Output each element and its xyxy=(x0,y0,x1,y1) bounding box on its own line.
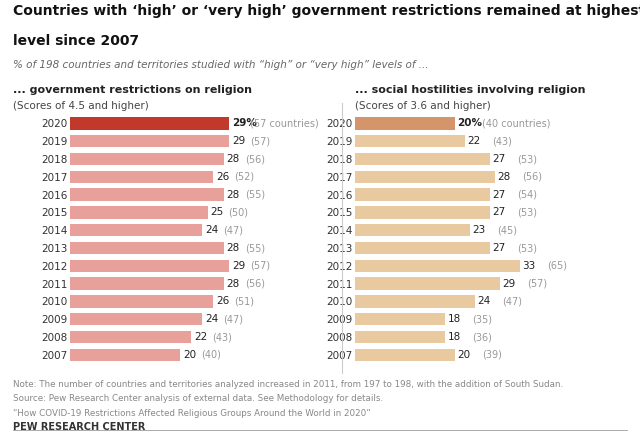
Bar xyxy=(70,278,224,290)
Text: (43): (43) xyxy=(212,332,232,342)
Text: (57 countries): (57 countries) xyxy=(250,118,319,128)
Bar xyxy=(70,313,202,325)
Text: 28: 28 xyxy=(227,243,240,253)
Text: (40 countries): (40 countries) xyxy=(483,118,551,128)
Text: 28: 28 xyxy=(497,172,511,182)
Text: (57): (57) xyxy=(527,278,548,289)
Bar xyxy=(70,171,213,183)
Text: 27: 27 xyxy=(493,243,506,253)
Text: 25: 25 xyxy=(211,207,223,217)
Bar xyxy=(355,242,490,254)
Text: 23: 23 xyxy=(472,225,486,235)
Text: (53): (53) xyxy=(518,207,538,217)
Text: (Scores of 4.5 and higher): (Scores of 4.5 and higher) xyxy=(13,101,148,110)
Text: (43): (43) xyxy=(493,136,513,146)
Bar xyxy=(355,153,490,165)
Bar xyxy=(355,331,445,343)
Text: (45): (45) xyxy=(497,225,518,235)
Bar xyxy=(355,313,445,325)
Text: Countries with ‘high’ or ‘very high’ government restrictions remained at highest: Countries with ‘high’ or ‘very high’ gov… xyxy=(13,4,640,18)
Bar xyxy=(70,224,202,236)
Text: 22: 22 xyxy=(194,332,207,342)
Text: (47): (47) xyxy=(223,314,243,324)
Bar xyxy=(70,295,213,308)
Text: 20: 20 xyxy=(458,350,470,360)
Text: (56): (56) xyxy=(522,172,543,182)
Text: (55): (55) xyxy=(245,190,265,200)
Text: 24: 24 xyxy=(477,296,491,307)
Bar xyxy=(70,206,207,219)
Bar xyxy=(355,349,455,361)
Text: 29: 29 xyxy=(232,261,246,271)
Text: Note: The number of countries and territories analyzed increased in 2011, from 1: Note: The number of countries and territ… xyxy=(13,380,563,389)
Text: 20%: 20% xyxy=(458,118,483,128)
Bar xyxy=(355,206,490,219)
Bar xyxy=(70,189,224,201)
Text: 28: 28 xyxy=(227,154,240,164)
Bar xyxy=(70,242,224,254)
Text: “How COVID-19 Restrictions Affected Religious Groups Around the World in 2020”: “How COVID-19 Restrictions Affected Reli… xyxy=(13,409,371,417)
Text: ... social hostilities involving religion: ... social hostilities involving religio… xyxy=(355,85,586,95)
Text: 27: 27 xyxy=(493,190,506,200)
Text: 29: 29 xyxy=(502,278,516,289)
Bar xyxy=(355,189,490,201)
Bar xyxy=(70,153,224,165)
Text: 18: 18 xyxy=(447,332,461,342)
Bar xyxy=(70,260,230,272)
Text: 26: 26 xyxy=(216,296,229,307)
Text: % of 198 countries and territories studied with “high” or “very high” levels of : % of 198 countries and territories studi… xyxy=(13,60,428,70)
Text: (56): (56) xyxy=(245,278,265,289)
Bar xyxy=(355,171,495,183)
Bar xyxy=(70,117,230,130)
Text: (39): (39) xyxy=(483,350,502,360)
Bar xyxy=(355,278,500,290)
Text: 24: 24 xyxy=(205,314,218,324)
Text: 18: 18 xyxy=(447,314,461,324)
Text: (51): (51) xyxy=(234,296,254,307)
Bar xyxy=(70,349,180,361)
Text: 26: 26 xyxy=(216,172,229,182)
Text: 22: 22 xyxy=(468,136,481,146)
Text: (53): (53) xyxy=(518,243,538,253)
Text: 29: 29 xyxy=(232,136,246,146)
Text: 20: 20 xyxy=(183,350,196,360)
Text: level since 2007: level since 2007 xyxy=(13,34,139,47)
Text: 28: 28 xyxy=(227,190,240,200)
Text: (50): (50) xyxy=(228,207,248,217)
Text: (40): (40) xyxy=(201,350,221,360)
Text: 27: 27 xyxy=(493,207,506,217)
Text: (54): (54) xyxy=(518,190,538,200)
Text: (35): (35) xyxy=(472,314,493,324)
Text: (47): (47) xyxy=(502,296,522,307)
Text: 24: 24 xyxy=(205,225,218,235)
Text: (55): (55) xyxy=(245,243,265,253)
Bar xyxy=(355,295,475,308)
Text: PEW RESEARCH CENTER: PEW RESEARCH CENTER xyxy=(13,422,145,432)
Bar xyxy=(70,331,191,343)
Text: 33: 33 xyxy=(522,261,536,271)
Text: (65): (65) xyxy=(547,261,568,271)
Text: (36): (36) xyxy=(472,332,492,342)
Bar xyxy=(355,135,465,148)
Text: ... government restrictions on religion: ... government restrictions on religion xyxy=(13,85,252,95)
Bar xyxy=(355,117,455,130)
Text: (53): (53) xyxy=(518,154,538,164)
Text: 29%: 29% xyxy=(232,118,257,128)
Text: Source: Pew Research Center analysis of external data. See Methodology for detai: Source: Pew Research Center analysis of … xyxy=(13,394,383,403)
Bar xyxy=(70,135,230,148)
Text: (57): (57) xyxy=(250,136,271,146)
Text: 28: 28 xyxy=(227,278,240,289)
Text: (Scores of 3.6 and higher): (Scores of 3.6 and higher) xyxy=(355,101,491,110)
Text: (47): (47) xyxy=(223,225,243,235)
Text: (57): (57) xyxy=(250,261,271,271)
Text: 27: 27 xyxy=(493,154,506,164)
Bar xyxy=(355,260,520,272)
Text: (52): (52) xyxy=(234,172,254,182)
Text: (56): (56) xyxy=(245,154,265,164)
Bar xyxy=(355,224,470,236)
